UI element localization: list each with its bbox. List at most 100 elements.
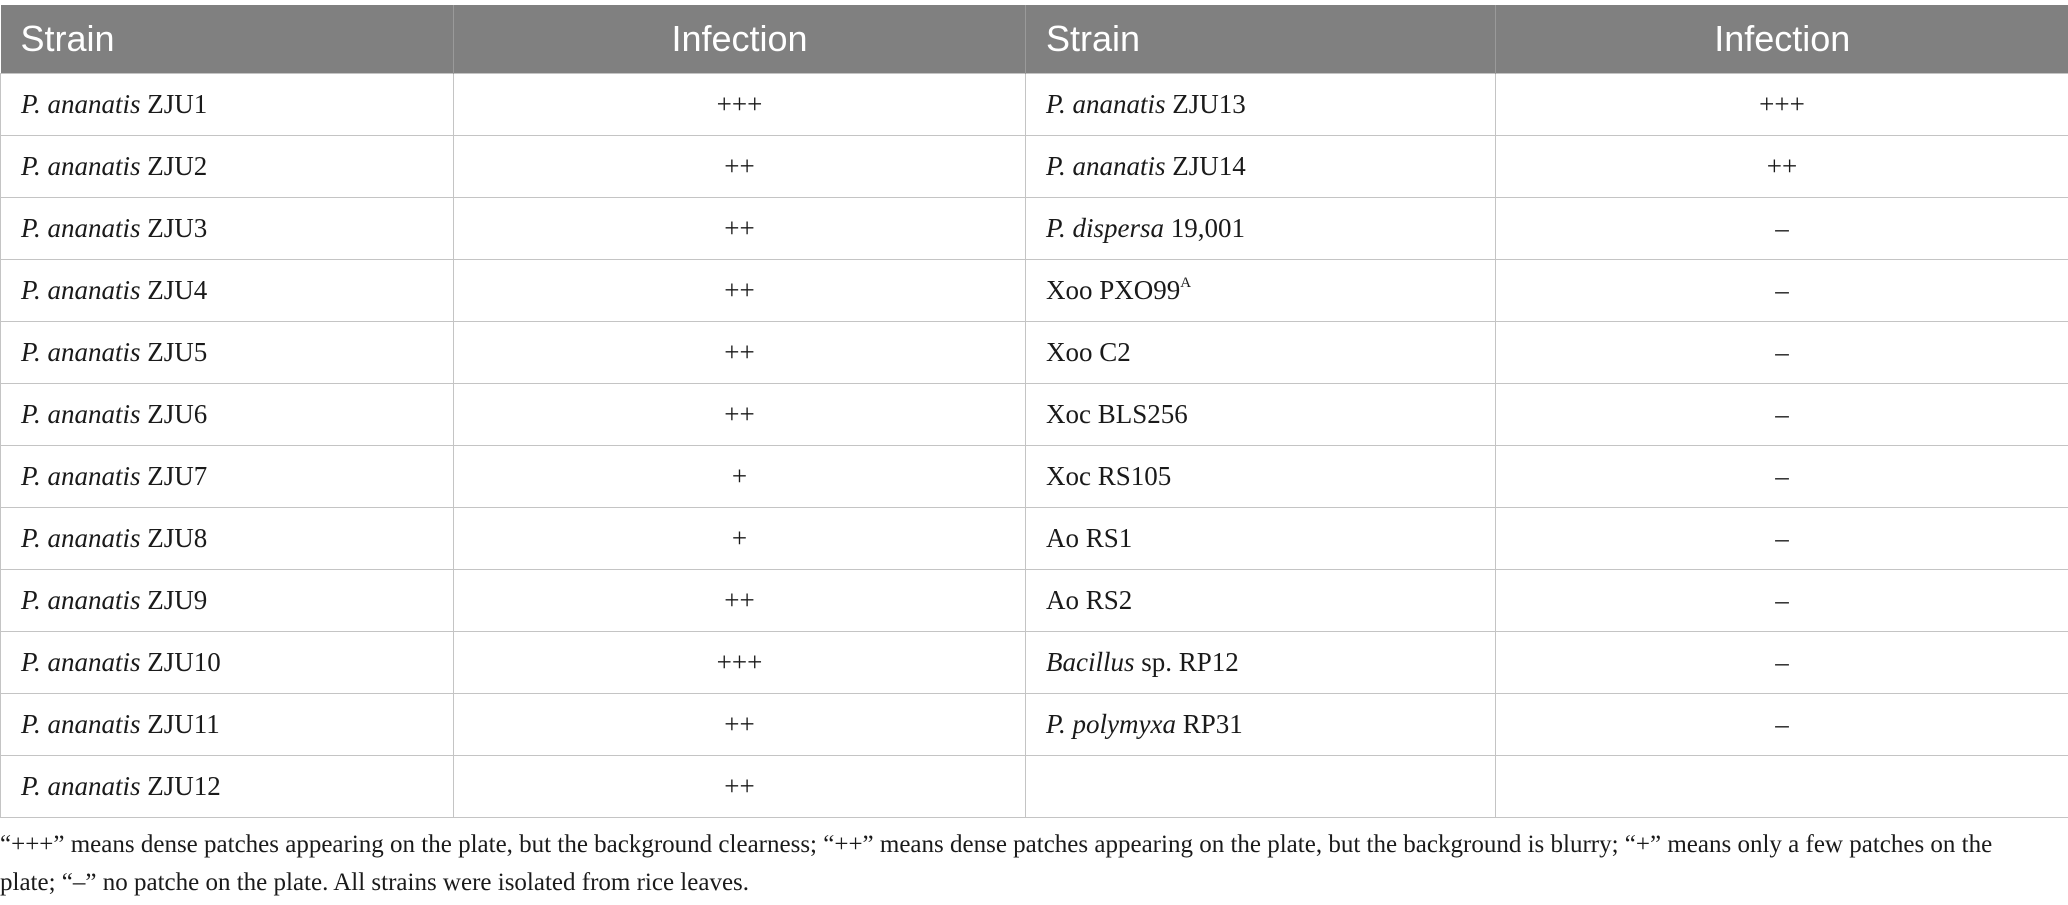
infection-cell-left: ++ (453, 321, 1026, 384)
infection-cell-left: +++ (453, 631, 1026, 694)
strain-cell-right: Ao RS1 (1025, 507, 1496, 570)
strain-id: Xoc RS105 (1046, 461, 1172, 491)
strain-cell-left: P. ananatis ZJU4 (0, 259, 454, 322)
strain-id: Xoo C2 (1046, 337, 1131, 367)
strain-genus-species: P. ananatis (21, 89, 141, 119)
strain-cell-right: P. polymyxa RP31 (1025, 693, 1496, 756)
strain-id: ZJU11 (140, 709, 220, 739)
table-row: P. ananatis ZJU9 ++ Ao RS2 – (0, 569, 2068, 632)
infection-cell-right: – (1495, 259, 2068, 322)
strain-cell-left: P. ananatis ZJU3 (0, 197, 454, 260)
strain-cell-right: Ao RS2 (1025, 569, 1496, 632)
infection-cell-right: – (1495, 197, 2068, 260)
strain-genus-species: P. ananatis (21, 337, 141, 367)
strain-id: ZJU13 (1165, 89, 1246, 119)
strain-cell-right: Bacillus sp. RP12 (1025, 631, 1496, 694)
strain-genus-species: P. ananatis (1046, 151, 1166, 181)
strain-cell-left: P. ananatis ZJU9 (0, 569, 454, 632)
strain-id: 19,001 (1164, 213, 1246, 243)
strain-id: ZJU3 (140, 213, 208, 243)
strain-id: ZJU7 (140, 461, 208, 491)
strain-cell-left: P. ananatis ZJU11 (0, 693, 454, 756)
strain-cell-left: P. ananatis ZJU6 (0, 383, 454, 446)
strain-genus-species: P. ananatis (21, 461, 141, 491)
strain-genus-species: P. ananatis (21, 275, 141, 305)
infection-cell-left: ++ (453, 383, 1026, 446)
strain-genus-species: P. ananatis (21, 709, 141, 739)
infection-cell-left: ++ (453, 135, 1026, 198)
infection-cell-right: – (1495, 631, 2068, 694)
infection-cell-right: – (1495, 693, 2068, 756)
strain-superscript: A (1180, 275, 1192, 291)
header-strain-right: Strain (1025, 5, 1496, 74)
strain-id: ZJU5 (140, 337, 208, 367)
header-strain-left: Strain (0, 5, 454, 74)
header-row: Strain Infection Strain Infection (0, 5, 2068, 74)
strain-id: ZJU14 (1165, 151, 1246, 181)
infection-cell-right (1495, 755, 2068, 818)
strain-id: Ao RS2 (1046, 585, 1133, 615)
strain-id: ZJU1 (140, 89, 208, 119)
table-row: P. ananatis ZJU10 +++ Bacillus sp. RP12– (0, 631, 2068, 694)
strain-cell-left: P. ananatis ZJU5 (0, 321, 454, 384)
strain-id: ZJU2 (140, 151, 208, 181)
strain-cell-left: P. ananatis ZJU7 (0, 445, 454, 508)
strain-cell-left: P. ananatis ZJU12 (0, 755, 454, 818)
infection-cell-right: – (1495, 383, 2068, 446)
table-row: P. ananatis ZJU12 ++ (0, 755, 2068, 818)
strain-cell-left: P. ananatis ZJU2 (0, 135, 454, 198)
infection-cell-left: + (453, 507, 1026, 570)
infection-cell-right: – (1495, 445, 2068, 508)
infection-cell-right: – (1495, 507, 2068, 570)
strain-cell-right: P. dispersa 19,001 (1025, 197, 1496, 260)
strain-id: ZJU12 (140, 771, 221, 801)
table-footnote: “+++” means dense patches appearing on t… (0, 831, 1993, 896)
strain-id: ZJU6 (140, 399, 208, 429)
strain-genus-species: P. ananatis (21, 771, 141, 801)
infection-cell-left: ++ (453, 693, 1026, 756)
strain-id: sp. RP12 (1134, 647, 1239, 677)
table-row: P. ananatis ZJU8 + Ao RS1 – (0, 507, 2068, 570)
table-row: P. ananatis ZJU4 ++ Xoo PXO99A – (0, 259, 2068, 322)
strain-cell-left: P. ananatis ZJU1 (0, 73, 454, 136)
infection-cell-left: ++ (453, 197, 1026, 260)
strain-infection-table: Strain Infection Strain Infection P. ana… (0, 5, 2068, 818)
strain-genus-species: P. ananatis (1046, 89, 1166, 119)
strain-cell-right: Xoo PXO99A (1025, 259, 1496, 322)
strain-genus-species: P. polymyxa (1046, 709, 1176, 739)
header-infection-right: Infection (1495, 5, 2068, 74)
strain-cell-right (1025, 755, 1496, 818)
strain-cell-left: P. ananatis ZJU8 (0, 507, 454, 570)
table-row: P. ananatis ZJU1 +++ P. ananatis ZJU13 +++ (0, 73, 2068, 136)
table-row: P. ananatis ZJU7 + Xoc RS105– (0, 445, 2068, 508)
strain-genus-species: P. ananatis (21, 647, 141, 677)
strain-cell-right: P. ananatis ZJU13 (1025, 73, 1496, 136)
infection-cell-right: – (1495, 321, 2068, 384)
infection-cell-left: ++ (453, 755, 1026, 818)
strain-id: ZJU4 (140, 275, 208, 305)
infection-cell-left: ++ (453, 259, 1026, 322)
infection-cell-left: +++ (453, 73, 1026, 136)
strain-cell-right: P. ananatis ZJU14 (1025, 135, 1496, 198)
strain-genus-species: P. ananatis (21, 399, 141, 429)
table-body: P. ananatis ZJU1 +++ P. ananatis ZJU13 +++ P… (0, 73, 2068, 818)
strain-cell-right: Xoo C2 (1025, 321, 1496, 384)
strain-id: Xoo PXO99 (1046, 275, 1181, 305)
table-row: P. ananatis ZJU11 ++ P. polymyxa RP31– (0, 693, 2068, 756)
strain-cell-right: Xoc RS105 (1025, 445, 1496, 508)
strain-id: Xoc BLS256 (1046, 399, 1188, 429)
strain-id: ZJU10 (140, 647, 221, 677)
strain-genus-species: P. ananatis (21, 213, 141, 243)
infection-cell-right: – (1495, 569, 2068, 632)
table-row: P. ananatis ZJU2 ++ P. ananatis ZJU14 ++ (0, 135, 2068, 198)
infection-cell-right: +++ (1495, 73, 2068, 136)
infection-cell-left: ++ (453, 569, 1026, 632)
strain-id: RP31 (1175, 709, 1243, 739)
header-infection-left: Infection (453, 5, 1026, 74)
strain-id: Ao RS1 (1046, 523, 1133, 553)
infection-cell-left: + (453, 445, 1026, 508)
table-header: Strain Infection Strain Infection (0, 5, 2068, 74)
strain-genus-species: Bacillus (1046, 647, 1135, 677)
strain-infection-table-container: Strain Infection Strain Infection P. ana… (0, 5, 2068, 818)
table-row: P. ananatis ZJU3 ++ P. dispersa 19,001– (0, 197, 2068, 260)
